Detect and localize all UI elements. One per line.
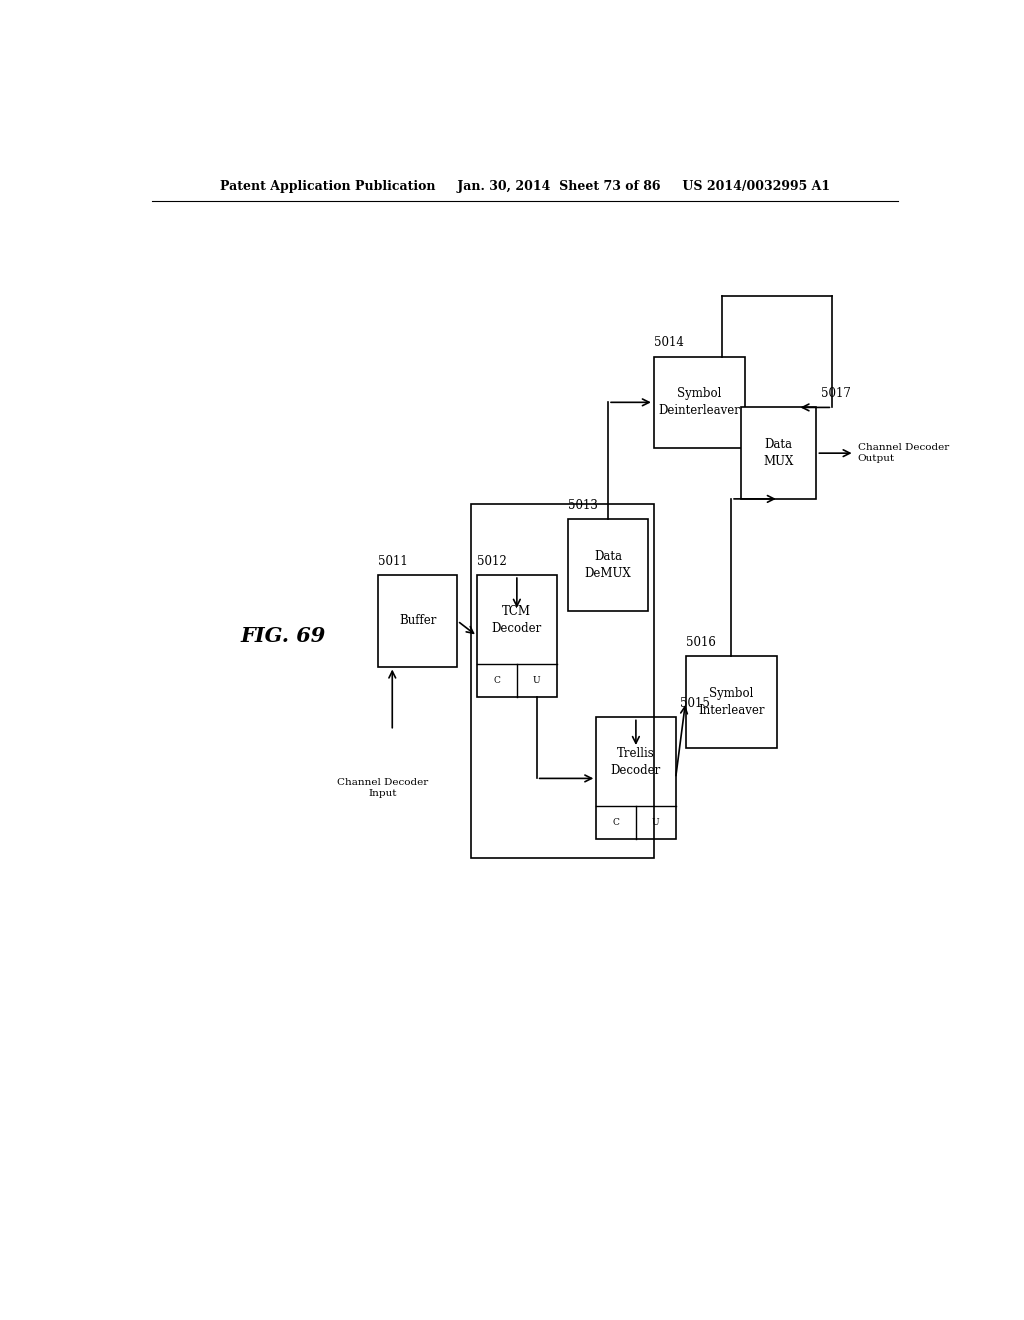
Text: 5014: 5014 [653,337,684,350]
Text: 5012: 5012 [477,554,507,568]
Text: TCM
Decoder: TCM Decoder [492,605,542,635]
Text: Trellis
Decoder: Trellis Decoder [610,747,662,777]
Text: Data
DeMUX: Data DeMUX [585,550,632,579]
Text: 5016: 5016 [685,636,716,649]
Text: Buffer: Buffer [399,614,436,627]
Text: FIG. 69: FIG. 69 [240,626,326,645]
Text: Channel Decoder
Output: Channel Decoder Output [858,444,949,463]
Text: Data
MUX: Data MUX [764,438,794,469]
Text: 5011: 5011 [378,554,408,568]
FancyBboxPatch shape [741,408,816,499]
FancyBboxPatch shape [685,656,777,748]
Text: C: C [494,676,501,685]
Text: 5015: 5015 [680,697,711,710]
Text: Symbol
Interleaver: Symbol Interleaver [698,688,764,717]
Text: U: U [652,818,659,828]
Text: 5017: 5017 [821,387,851,400]
FancyBboxPatch shape [596,718,676,840]
FancyBboxPatch shape [568,519,648,611]
FancyBboxPatch shape [653,356,745,447]
Text: Channel Decoder
Input: Channel Decoder Input [337,779,428,797]
Text: Symbol
Deinterleaver: Symbol Deinterleaver [658,387,740,417]
FancyBboxPatch shape [477,576,557,697]
Text: U: U [532,676,541,685]
FancyBboxPatch shape [378,576,458,667]
Text: C: C [612,818,620,828]
Text: Patent Application Publication     Jan. 30, 2014  Sheet 73 of 86     US 2014/003: Patent Application Publication Jan. 30, … [220,181,829,193]
Text: 5013: 5013 [568,499,598,512]
